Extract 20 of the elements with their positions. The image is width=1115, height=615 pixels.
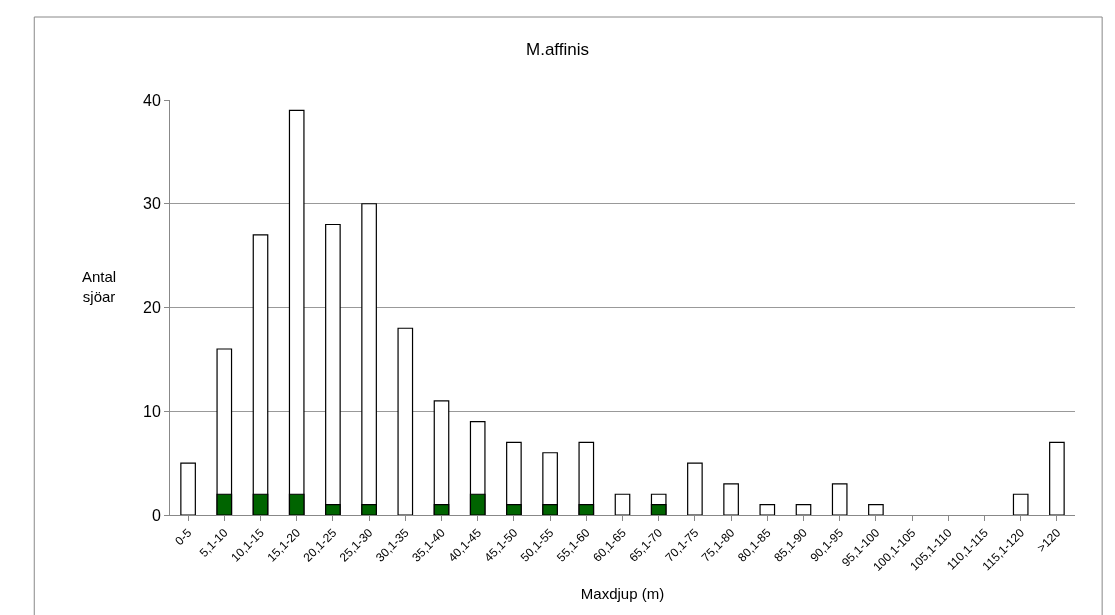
y-tick-label: 20 [143, 299, 161, 317]
bar [759, 504, 776, 515]
y-axis-title: Antal sjöar [82, 268, 117, 305]
bar [831, 483, 848, 515]
bar [397, 327, 414, 515]
y-tick-label: 10 [143, 402, 161, 420]
bar [1049, 441, 1065, 515]
x-axis-title: Maxdjup (m) [580, 584, 665, 602]
chart-title: M.affinis [526, 39, 589, 59]
bar [614, 493, 631, 515]
y-tick-label: 0 [151, 506, 161, 524]
bar [723, 483, 739, 515]
bar [795, 504, 812, 515]
y-tick-label: 30 [143, 195, 161, 213]
x-tick-label: 0-5 [172, 525, 195, 549]
y-tick-label: 40 [143, 91, 161, 109]
bar [687, 462, 703, 515]
bar [1012, 493, 1029, 515]
bar [868, 504, 884, 515]
bar [180, 462, 196, 515]
